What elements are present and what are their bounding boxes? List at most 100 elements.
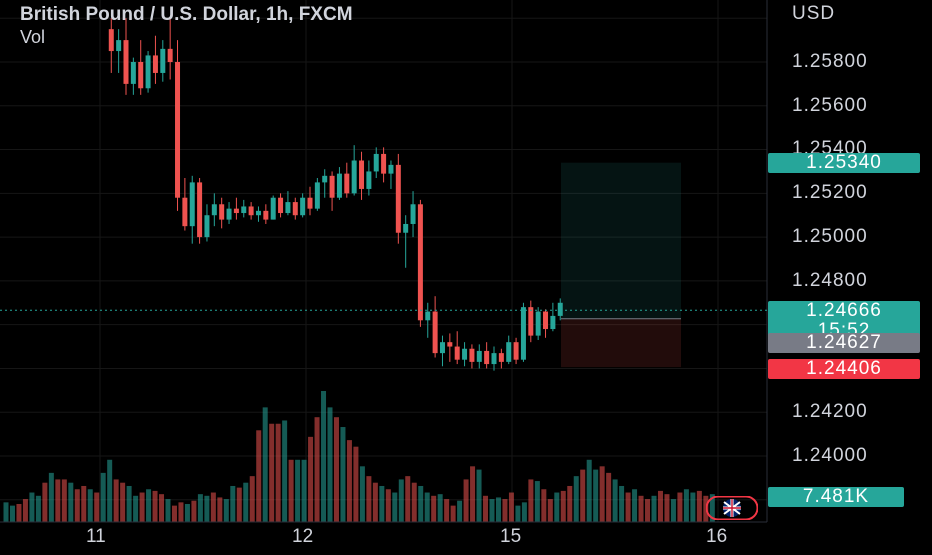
candle-body (108, 29, 114, 52)
symbol-title[interactable]: British Pound / U.S. Dollar, 1h, FXCM (20, 4, 353, 25)
volume-bar (709, 494, 715, 522)
volume-bar (657, 490, 663, 522)
stop-price-tag[interactable]: 1.24406 (768, 359, 920, 379)
volume-bar (74, 489, 80, 522)
candle-body (557, 302, 563, 316)
volume-value-tag[interactable]: 7.481K (768, 487, 904, 507)
candle-body (204, 215, 210, 238)
volume-bar (398, 479, 404, 522)
candle-body (498, 353, 504, 362)
volume-bar (515, 505, 521, 522)
volume-bar (3, 502, 9, 522)
uk-flag-icon[interactable] (706, 496, 758, 520)
candle-body (248, 206, 254, 216)
volume-bar (197, 494, 203, 522)
volume-bar (126, 485, 132, 522)
volume-bar (133, 495, 139, 522)
volume-bar (16, 503, 22, 522)
volume-bar (638, 495, 644, 522)
candle-body (322, 175, 328, 183)
candle-body (292, 202, 298, 216)
candle-body (359, 160, 365, 189)
volume-bar (94, 492, 100, 522)
volume-bar (670, 499, 676, 522)
volume-bar (230, 485, 236, 522)
volume-bar (521, 502, 527, 522)
candle-body (432, 311, 438, 354)
current-price-tag[interactable]: 1.24666 15:52 (768, 300, 920, 341)
volume-bar (308, 436, 314, 522)
volume-bar (405, 476, 411, 522)
candle-body (123, 40, 129, 84)
candle-body (263, 210, 269, 220)
volume-bar (379, 485, 385, 522)
volume-bar (288, 459, 294, 522)
volume-bar (275, 423, 281, 522)
candle-body (484, 350, 490, 365)
volume-bar (269, 423, 275, 522)
candle-body (506, 342, 512, 362)
candle-body (543, 311, 549, 330)
candle-body (550, 315, 556, 330)
volume-bar (217, 497, 223, 522)
volume-bar (470, 466, 476, 522)
volume-bar (165, 499, 171, 522)
volume-bar (457, 500, 463, 522)
candle-body (344, 173, 350, 194)
currency-label[interactable]: USD (792, 3, 836, 24)
volume-bar (22, 499, 28, 522)
volume-bar (35, 495, 41, 522)
candle-body (351, 160, 357, 194)
current-price-value: 1.24666 (806, 300, 882, 321)
volume-bar (146, 489, 152, 522)
time-label-11: 11 (86, 526, 106, 547)
volume-bar (593, 469, 599, 522)
volume-bar (599, 466, 605, 522)
candle-body (211, 204, 217, 216)
volume-bar (606, 472, 612, 522)
volume-bar (411, 482, 417, 522)
candle-body (388, 164, 394, 174)
candle-body (307, 197, 313, 209)
price-tick: 1.25200 (792, 182, 868, 203)
time-label-15: 15 (500, 526, 522, 547)
volume-bar (580, 469, 586, 522)
candle-body (152, 55, 158, 73)
volume-bar (346, 440, 352, 522)
volume-bar (353, 446, 359, 522)
candle-body (476, 350, 482, 362)
volume-bar (431, 495, 437, 522)
candle-body (381, 153, 387, 174)
candle-body (403, 223, 409, 233)
volume-bar (333, 417, 339, 522)
volume-bar (625, 492, 631, 522)
candle-body (138, 62, 144, 89)
candle-body (285, 202, 291, 214)
candle-body (469, 348, 475, 362)
volume-bar (81, 485, 87, 522)
candle-body (439, 342, 445, 354)
volume-bar (236, 487, 242, 522)
candle-body (175, 62, 181, 198)
volume-bar (327, 407, 333, 522)
volume-bar (159, 494, 165, 522)
volume-bar (508, 492, 514, 522)
candlestick-series (108, 18, 563, 371)
volume-bar (437, 494, 443, 522)
candle-body (447, 342, 453, 347)
volume-bar (502, 499, 508, 522)
volume-bar (262, 407, 268, 522)
candle-body (300, 197, 306, 216)
candle-body (425, 311, 431, 321)
entry-price-tag[interactable]: 1.24627 (768, 333, 920, 353)
volume-bar (463, 479, 469, 522)
volume-bar (651, 495, 657, 522)
volume-bar (632, 489, 638, 522)
volume-indicator-label[interactable]: Vol (20, 27, 46, 47)
volume-bar (690, 492, 696, 522)
target-price-tag[interactable]: 1.25340 (768, 153, 920, 173)
volume-bar (696, 490, 702, 522)
candle-body (417, 204, 423, 321)
